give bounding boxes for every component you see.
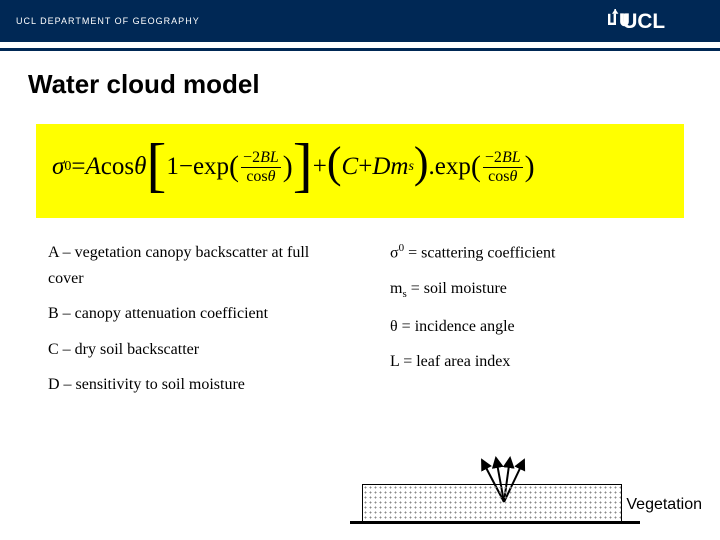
eq-C: C [342,153,359,181]
ucl-logo-icon: UCL [608,9,704,33]
eq-one: 1 [166,153,179,181]
eq-plus: + [313,153,327,181]
def-D: D – sensitivity to soil moisture [48,372,330,398]
header-bar: UCL DEPARTMENT OF GEOGRAPHY UCL [0,0,720,42]
def-L: L = leaf area index [390,349,672,375]
eq-A: A [85,153,100,181]
definitions: A – vegetation canopy backscatter at ful… [28,240,692,408]
def-C: C – dry soil backscatter [48,337,330,363]
eq-m: m [390,153,408,181]
eq-minus1: − [179,153,193,181]
eq-D: D [372,153,390,181]
eq-plus2: + [358,153,372,181]
department-label: UCL DEPARTMENT OF GEOGRAPHY [16,16,200,26]
vegetation-diagram: Vegetation [362,462,672,522]
ground-line [350,521,640,524]
svg-text:UCL: UCL [622,10,665,33]
def-A: A – vegetation canopy backscatter at ful… [48,240,330,291]
page-title: Water cloud model [28,69,692,100]
def-theta: θ = incidence angle [390,314,672,340]
defs-left-col: A – vegetation canopy backscatter at ful… [48,240,330,408]
vegetation-label: Vegetation [626,496,702,514]
equation-box: σ0 = A cosθ [ 1 − exp ( −2BLcosθ ) ] + (… [36,124,684,218]
vegetation-layer [362,484,622,522]
def-ms: ms = soil moisture [390,276,672,304]
equation: σ0 = A cosθ [ 1 − exp ( −2BLcosθ ) ] + (… [52,134,668,200]
eq-exp2: exp [435,153,471,181]
def-B: B – canopy attenuation coefficient [48,301,330,327]
eq-sup0: 0 [64,159,71,175]
eq-exp1-arg: ( −2BLcosθ ) [229,150,293,185]
eq-exp1: exp [193,153,229,181]
slide-content: Water cloud model σ0 = A cosθ [ 1 − exp … [0,51,720,408]
eq-cos1: cos [101,153,134,181]
ucl-logo: UCL [608,9,704,33]
eq-theta1: θ [134,153,146,181]
eq-exp2-arg: ( −2BLcosθ ) [471,150,535,185]
eq-sigma: σ [52,153,64,181]
eq-equals: = [71,153,85,181]
def-sigma: σ0 = scattering coefficient [390,240,672,266]
defs-right-col: σ0 = scattering coefficient ms = soil mo… [390,240,672,408]
